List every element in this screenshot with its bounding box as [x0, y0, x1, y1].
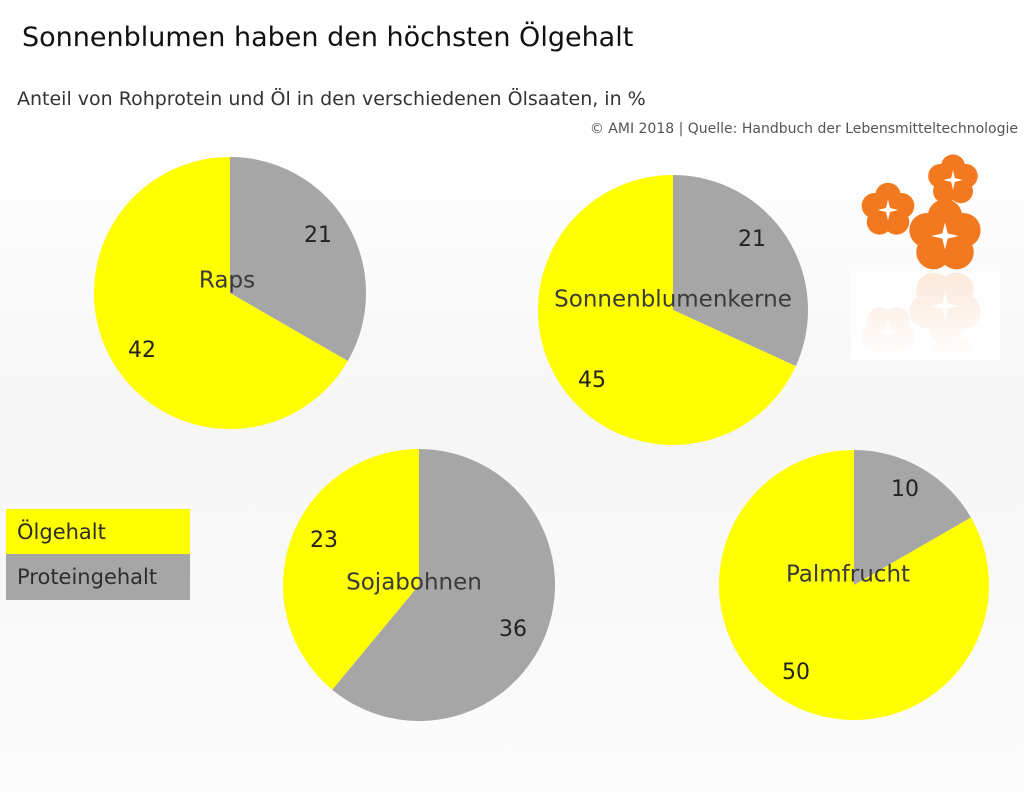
- chart-subtitle: Anteil von Rohprotein und Öl in den vers…: [17, 88, 646, 110]
- pie-slice-protein: [673, 175, 808, 367]
- data-label-oil: 50: [782, 660, 810, 685]
- pie-slice-oil: [282, 449, 419, 690]
- chart-title: Sonnenblumen haben den höchsten Ölgehalt: [22, 22, 634, 53]
- source-note: © AMI 2018 | Quelle: Handbuch der Lebens…: [589, 121, 1018, 137]
- pie-slice-protein: [332, 449, 555, 721]
- pie-slice-oil: [94, 157, 348, 429]
- pie-slice-oil: [537, 175, 796, 445]
- pie-title: Raps: [199, 268, 255, 294]
- pie-title: Palmfrucht: [786, 562, 910, 588]
- legend-label-protein: Proteingehalt: [17, 565, 158, 589]
- data-label-protein: 36: [499, 617, 527, 642]
- data-label-oil: 23: [310, 528, 338, 553]
- data-label-oil: 42: [128, 338, 156, 363]
- pie-slice-protein: [230, 157, 366, 361]
- pie-slice-oil: [719, 450, 990, 720]
- legend-label-oil: Ölgehalt: [17, 520, 106, 544]
- orange-flower-logo: [850, 140, 1000, 360]
- pie-palmfrucht: 10 50 Palmfrucht: [719, 450, 990, 720]
- pie-raps: 21 42 Raps: [94, 157, 366, 429]
- pie-title: Sojabohnen: [346, 570, 482, 596]
- data-label-protein: 10: [891, 477, 919, 502]
- pie-title: Sonnenblumenkerne: [554, 287, 792, 313]
- data-label-oil: 45: [578, 368, 606, 393]
- data-label-protein: 21: [304, 223, 332, 248]
- pie-sonnenblumenkerne: 21 45 Sonnenblumenkerne: [537, 175, 808, 445]
- legend-item-protein: Proteingehalt: [6, 554, 190, 600]
- data-label-protein: 21: [738, 227, 766, 252]
- legend-item-oil: Ölgehalt: [6, 509, 190, 555]
- pie-sojabohnen: 36 23 Sojabohnen: [282, 449, 555, 721]
- pie-slice-protein: [854, 450, 971, 585]
